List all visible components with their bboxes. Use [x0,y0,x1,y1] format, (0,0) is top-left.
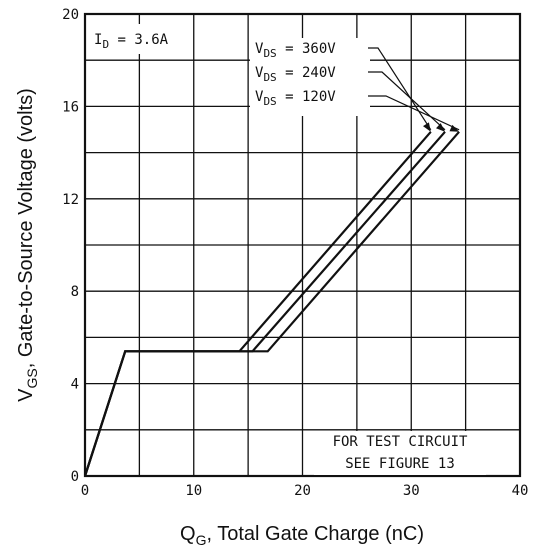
figure-reference-note: SEE FIGURE 13 [345,456,455,472]
series-lines [83,131,460,477]
series-line-0 [83,131,432,477]
y-tick-label: 12 [62,192,79,208]
x-tick-label: 40 [512,483,529,499]
leader-line-0 [368,47,432,131]
series-legend: VDS = 360V VDS = 240V VDS = 120V [255,41,460,132]
leader-line-2 [368,95,460,131]
leader-line-1 [368,71,446,131]
tick-labels: 0 10 20 30 40 0 4 8 12 16 20 [62,7,528,499]
x-tick-label: 10 [185,483,202,499]
leader-arrowhead-2 [449,124,460,132]
leader-arrowhead-1 [436,123,445,132]
y-tick-label: 8 [71,284,79,300]
x-tick-label: 0 [81,483,89,499]
y-tick-label: 0 [71,469,79,485]
y-axis-title: VGS, Gate-to-Source Voltage (volts) [15,88,40,402]
x-tick-label: 30 [403,483,420,499]
series-label-2: VDS = 120V [255,89,336,108]
y-tick-label: 16 [62,99,79,115]
y-tick-label: 4 [71,377,79,393]
grid-lines [85,14,520,476]
x-axis-title: QG, Total Gate Charge (nC) [180,523,424,548]
leader-arrowhead-0 [423,122,431,132]
series-line-2 [83,131,460,477]
test-circuit-note: FOR TEST CIRCUIT [333,434,468,450]
series-label-1: VDS = 240V [255,65,336,84]
y-tick-label: 20 [62,7,79,23]
condition-label: ID = 3.6A [94,32,169,51]
plot-frame [83,12,522,478]
x-tick-label: 20 [294,483,311,499]
series-label-0: VDS = 360V [255,41,336,60]
